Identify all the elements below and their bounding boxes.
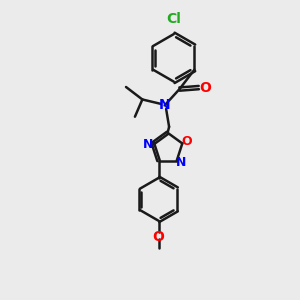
Text: N: N [176, 156, 186, 169]
Text: O: O [153, 230, 164, 244]
Text: Cl: Cl [166, 12, 181, 26]
Text: O: O [181, 135, 192, 148]
Text: O: O [200, 81, 211, 94]
Text: N: N [143, 138, 154, 152]
Text: N: N [159, 98, 170, 112]
